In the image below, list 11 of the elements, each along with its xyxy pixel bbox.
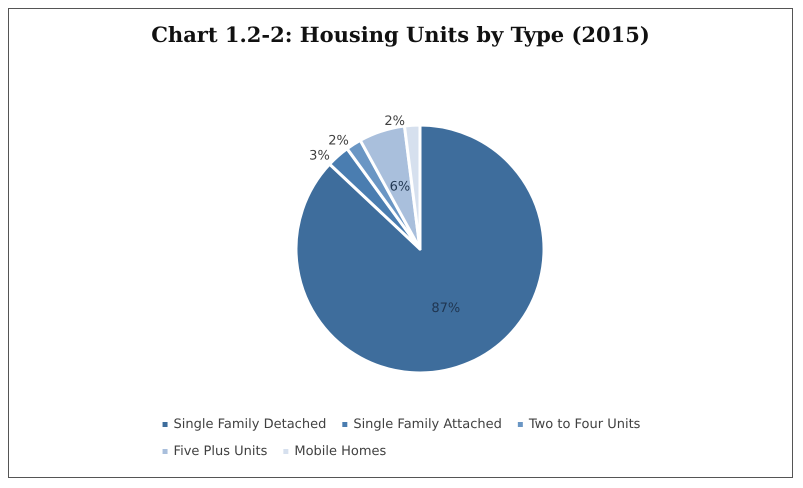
data-label: 3% <box>309 148 330 164</box>
data-label: 2% <box>328 133 349 148</box>
legend-label: Single Family Attached <box>353 417 502 432</box>
data-label: 6% <box>390 180 410 195</box>
data-label: 2% <box>384 114 405 129</box>
legend-label: Mobile Homes <box>294 444 387 459</box>
legend-label: Five Plus Units <box>174 444 268 459</box>
data-label: 87% <box>431 301 460 316</box>
legend-label: Single Family Detached <box>174 417 326 432</box>
legend-label: Two to Four Units <box>528 417 641 432</box>
chart-title: Chart 1.2-2: Housing Units by Type (2015) <box>151 22 650 47</box>
